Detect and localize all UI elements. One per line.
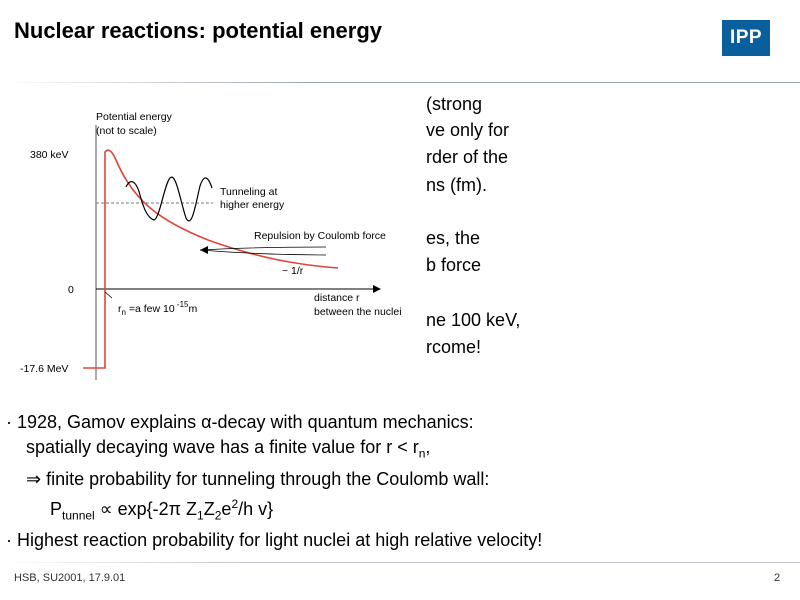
xlabel-line1: distance r: [314, 292, 360, 304]
right-text-7: ne 100 keV,: [426, 310, 521, 330]
y-tick-380kev: 380 keV: [30, 149, 69, 161]
x-axis-arrowhead: [373, 285, 381, 293]
rn-pointer: [104, 291, 113, 299]
ylabel-line1: Potential energy: [96, 111, 173, 123]
sub-line-tunnel: ⇒ finite probability for tunneling throu…: [26, 468, 490, 489]
right-text-1: (strong: [426, 94, 483, 114]
right-text-8: rcome!: [426, 337, 482, 357]
formula-tunnel-sub: tunnel: [62, 508, 95, 523]
right-text-5: es, the: [426, 228, 481, 248]
formula-z1-sub: 1: [197, 508, 204, 523]
bullet-item-gamov: · 1928, Gamov explains α-decay with quan…: [6, 410, 542, 435]
footer-divider: [0, 562, 800, 563]
formula-p: P: [50, 498, 63, 519]
y-tick-zero: 0: [68, 284, 74, 296]
sub-line-wave: spatially decaying wave has a finite val…: [6, 435, 542, 467]
slide-title: Nuclear reactions: potential energy: [14, 18, 382, 43]
coulomb-curve: [104, 149, 339, 269]
bullet-mark-2: ·: [6, 530, 12, 551]
rn-subscript: n: [418, 446, 426, 461]
tunnel-label-1: Tunneling at: [220, 186, 277, 198]
nuclear-well: [83, 230, 106, 369]
page-number: 2: [774, 572, 781, 584]
tunneling-wave: [125, 176, 213, 222]
bullet-text-gamov: 1928, Gamov explains α-decay with quantu…: [17, 412, 474, 432]
xlabel-line2: between the nuclei: [314, 306, 402, 318]
potential-energy-figure: Potential energy (not to scale) 380 keV …: [8, 90, 426, 390]
right-text-4: ns (fm).: [426, 175, 487, 195]
coulomb-arrowhead: [200, 246, 208, 254]
ipp-logo: IPP: [722, 20, 770, 56]
formula-z: Z: [203, 498, 215, 519]
footer-text: HSB, SU2001, 17.9.01: [14, 572, 126, 584]
inverse-r-label: ~ 1/r: [282, 265, 304, 277]
coulomb-arrow-line-1: [199, 246, 327, 251]
potential-energy-diagram: Potential energy (not to scale) 380 keV …: [20, 111, 402, 380]
right-text-2: ve only for: [426, 120, 510, 140]
formula-mid: ∝ exp{-2π Z: [94, 498, 198, 519]
right-text-3: rder of the: [426, 147, 509, 167]
bullet-text-highest: Highest reaction probability for light n…: [17, 530, 543, 551]
tunnel-label-2: higher energy: [220, 199, 285, 211]
right-text-6: b force: [426, 255, 482, 275]
sub-line-wave-comma: ,: [425, 437, 431, 457]
formula-end: /h v}: [238, 498, 274, 519]
bullet-list: · 1928, Gamov explains α-decay with quan…: [6, 410, 542, 553]
bullet-item-highest: · Highest reaction probability for light…: [6, 528, 542, 553]
sub-line-wave-text: spatially decaying wave has a finite val…: [26, 437, 419, 457]
rn-label: rn =a few 10 -15m: [118, 300, 198, 317]
formula-z2-sub: 2: [214, 508, 222, 523]
formula-e-sup: 2: [231, 496, 239, 511]
y-tick-neg: -17.6 MeV: [20, 363, 68, 375]
formula-e: e: [221, 498, 232, 519]
title-divider: [0, 82, 800, 83]
coulomb-arrow-line-2: [199, 249, 327, 256]
coulomb-label: Repulsion by Coulomb force: [254, 230, 386, 242]
bullet-mark: ·: [6, 412, 12, 432]
formula-line: Ptunnel ∝ exp{-2π Z1Z2e2/h v}: [6, 492, 542, 529]
ylabel-line2: (not to scale): [96, 125, 157, 137]
